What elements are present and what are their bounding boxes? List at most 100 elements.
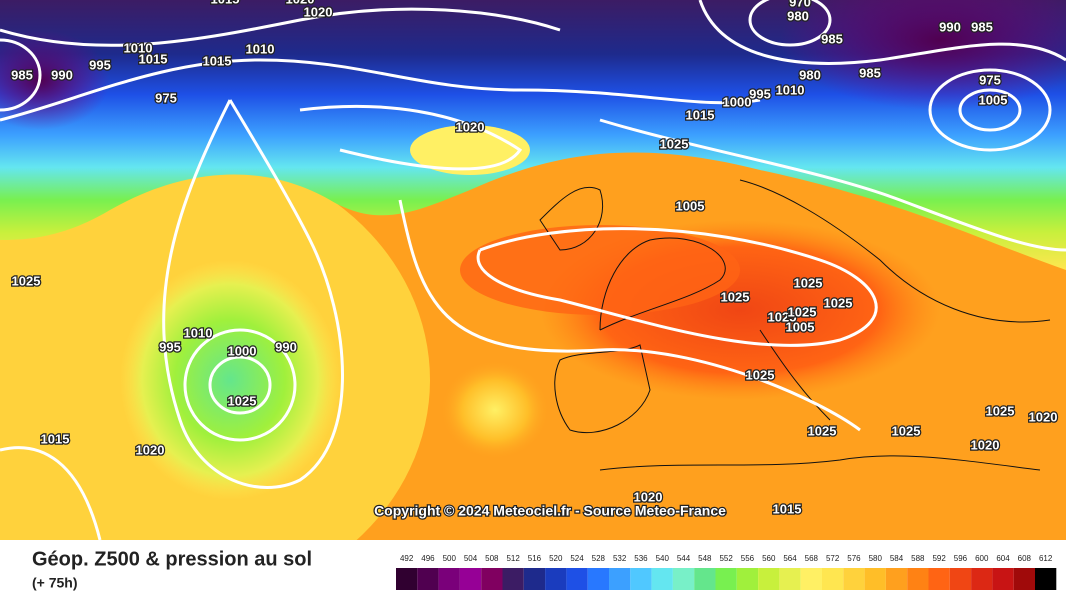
scale-tick-label: 496 (421, 554, 435, 563)
isobar-label: 1025 (746, 367, 775, 382)
isobar-label: 1010 (246, 41, 275, 56)
scale-tick-label: 544 (677, 554, 691, 563)
isobar-label: 975 (155, 90, 177, 105)
isobar-label: 995 (749, 86, 771, 101)
scale-swatch (758, 568, 780, 590)
isobar-label: 1005 (979, 92, 1008, 107)
isobar-label: 1020 (456, 119, 485, 134)
isobar-label: 990 (275, 339, 297, 354)
scale-swatch (609, 568, 631, 590)
scale-tick-label: 540 (656, 554, 670, 563)
isobar-label: 1025 (824, 295, 853, 310)
scale-swatch (864, 568, 886, 590)
isobar-label: 1015 (773, 501, 802, 516)
isobars (0, 0, 1066, 541)
isobar-label: 1020 (304, 4, 333, 19)
isobar-label: 995 (159, 339, 181, 354)
scale-swatch (843, 568, 865, 590)
isobar-label: 1020 (634, 489, 663, 504)
isobar-label: 1000 (228, 343, 257, 358)
scale-swatch (438, 568, 460, 590)
isobar-label: 980 (799, 67, 821, 82)
scale-swatch (566, 568, 588, 590)
scale-swatch (1035, 568, 1057, 590)
isobar-label: 1015 (41, 431, 70, 446)
isobar-label: 1020 (136, 442, 165, 457)
isobar-label: 1005 (676, 198, 705, 213)
scale-tick-label: 492 (400, 554, 414, 563)
scale-tick-label: 556 (741, 554, 755, 563)
isobar-label: 1025 (12, 273, 41, 288)
scale-tick-label: 516 (528, 554, 542, 563)
scale-tick-label: 508 (485, 554, 499, 563)
scale-tick-label: 596 (954, 554, 968, 563)
isobar-label: 985 (859, 65, 881, 80)
scale-swatch (715, 568, 737, 590)
scale-tick-label: 500 (443, 554, 457, 563)
isobar-label: 1010 (124, 40, 153, 55)
scale-tick-label: 588 (911, 554, 925, 563)
isobar-label: 1010 (776, 82, 805, 97)
isobar-label: 1020 (286, 0, 315, 6)
isobar-label: 985 (821, 31, 843, 46)
scale-swatch (481, 568, 503, 590)
isobar-label: 1015 (139, 51, 168, 66)
scale-tick-label: 528 (592, 554, 606, 563)
isobar-label: 1015 (211, 0, 240, 6)
scale-tick-label: 592 (932, 554, 946, 563)
copyright: Copyright © 2024 Meteociel.fr - Source M… (374, 503, 726, 519)
scale-tick-label: 584 (890, 554, 904, 563)
scale-tick-label: 572 (826, 554, 840, 563)
isobar-label: 1025 (788, 304, 817, 319)
scale-tick-label: 612 (1039, 554, 1053, 563)
scale-swatch (545, 568, 567, 590)
scale-tick-label: 568 (805, 554, 819, 563)
isobar-label: 970 (789, 0, 811, 9)
scale-swatch (1013, 568, 1035, 590)
scale-tick-label: 600 (975, 554, 989, 563)
scale-swatch (694, 568, 716, 590)
scale-tick-label: 560 (762, 554, 776, 563)
color-scale: 492 496 500 504 508 512 516 520 524 528 532 536 540 5… (396, 554, 1057, 590)
isobar-label: 975 (979, 72, 1001, 87)
isobar-label: 1015 (203, 53, 232, 68)
scale-swatch (907, 568, 929, 590)
scale-swatch (800, 568, 822, 590)
scale-swatch (779, 568, 801, 590)
isobar-label: 1020 (971, 437, 1000, 452)
scale-tick-label: 564 (783, 554, 797, 563)
isobar-label: 1025 (808, 423, 837, 438)
isobar-label: 1025 (892, 423, 921, 438)
scale-swatch (417, 568, 439, 590)
scale-swatch (651, 568, 673, 590)
isobar-label: 1025 (986, 403, 1015, 418)
isobar-label: 1025 (228, 393, 257, 408)
scale-swatch (736, 568, 759, 590)
isobar-label: 1025 (794, 275, 823, 290)
isobar-label: 1020 (1029, 409, 1058, 424)
legend-subtitle: (+ 75h) (32, 575, 78, 591)
isobar-label: 990 (939, 19, 961, 34)
isobar-label: 985 (971, 19, 993, 34)
scale-swatch (885, 568, 908, 590)
scale-swatch (459, 568, 482, 590)
scale-tick-label: 504 (464, 554, 478, 563)
isobar-label: 985 (11, 67, 33, 82)
scale-tick-label: 512 (506, 554, 520, 563)
scale-swatch (992, 568, 1014, 590)
scale-tick-label: 536 (634, 554, 648, 563)
isobar-label: 1000 (723, 94, 752, 109)
scale-tick-label: 608 (1018, 554, 1032, 563)
isobar-label: 980 (787, 8, 809, 23)
scale-tick-label: 552 (719, 554, 733, 563)
scale-swatch (822, 568, 844, 590)
scale-tick-label: 532 (613, 554, 627, 563)
scale-swatch (928, 568, 950, 590)
scale-tick-label: 520 (549, 554, 563, 563)
scale-swatch (523, 568, 546, 590)
isobar-label: 1025 (660, 136, 689, 151)
scale-tick-label: 548 (698, 554, 712, 563)
isobar-label: 1015 (686, 107, 715, 122)
